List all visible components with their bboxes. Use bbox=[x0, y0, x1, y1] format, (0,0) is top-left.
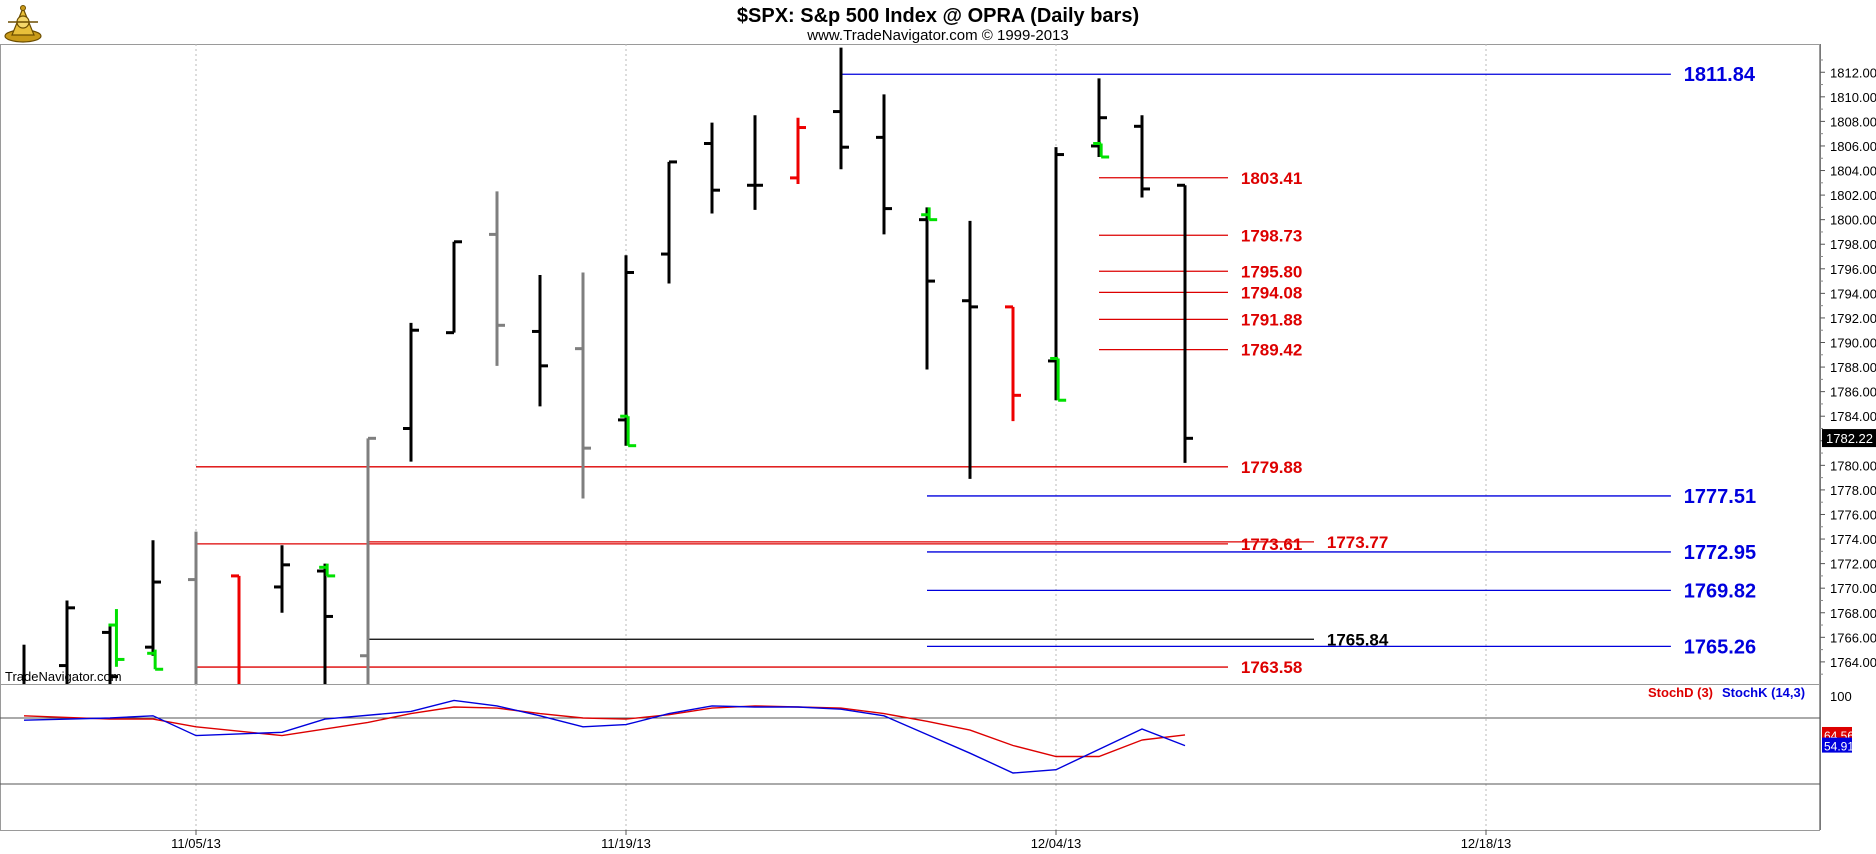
ohlc-bar bbox=[108, 609, 125, 667]
ohlc-bar bbox=[575, 272, 591, 499]
ohlc-bar bbox=[188, 531, 198, 684]
x-tick-label: 11/05/13 bbox=[171, 836, 221, 851]
y-tick-label: 1796.00 bbox=[1830, 262, 1876, 277]
oscillator-last-box bbox=[1822, 737, 1852, 753]
level-label: 1765.84 bbox=[1327, 630, 1389, 649]
level-label: 1811.84 bbox=[1684, 64, 1756, 86]
ohlc-bar bbox=[446, 240, 462, 335]
y-tick-label: 1770.00 bbox=[1830, 581, 1876, 596]
ohlc-bar bbox=[704, 122, 720, 214]
y-tick-label: 1786.00 bbox=[1830, 385, 1876, 400]
ohlc-bar bbox=[59, 600, 75, 684]
oscillator-last-value: 54.91 bbox=[1824, 740, 1854, 754]
chart-title: $SPX: S&p 500 Index @ OPRA (Daily bars) bbox=[737, 5, 1139, 27]
ohlc-bar bbox=[1050, 356, 1067, 402]
ohlc-bar bbox=[790, 117, 806, 185]
level-label: 1765.26 bbox=[1684, 636, 1756, 658]
ohlc-bar bbox=[1005, 305, 1021, 422]
ohlc-bar bbox=[747, 115, 763, 210]
x-tick-label: 12/04/13 bbox=[1031, 836, 1082, 851]
y-tick-label: 1776.00 bbox=[1830, 507, 1876, 522]
level-label: 1791.88 bbox=[1241, 310, 1302, 329]
ohlc-bar bbox=[921, 207, 938, 222]
ohlc-bar bbox=[618, 255, 634, 446]
ohlc-bar bbox=[532, 274, 548, 407]
level-label: 1789.42 bbox=[1241, 341, 1302, 360]
y-tick-label: 1792.00 bbox=[1830, 311, 1876, 326]
oscillator-line-stochk bbox=[23, 699, 1186, 774]
y-tick-label: 1812.00 bbox=[1830, 65, 1876, 80]
last-price-box bbox=[1822, 429, 1876, 448]
level-label: 1794.08 bbox=[1241, 283, 1302, 302]
watermark-text: TradeNavigator.com bbox=[5, 669, 122, 684]
level-label: 1779.88 bbox=[1241, 458, 1302, 477]
oscillator-y-tick-label: 100 bbox=[1830, 689, 1852, 704]
ohlc-bar bbox=[489, 191, 505, 366]
x-tick-label: 12/18/13 bbox=[1461, 836, 1512, 851]
y-tick-label: 1800.00 bbox=[1830, 213, 1876, 228]
chart-subtitle: www.TradeNavigator.com © 1999-2013 bbox=[806, 27, 1068, 44]
oscillator-pane-border bbox=[0, 684, 1820, 831]
ohlc-bar bbox=[360, 436, 376, 684]
ohlc-bar bbox=[1134, 115, 1150, 198]
ohlc-bar bbox=[833, 47, 849, 170]
ohlc-bar bbox=[1177, 183, 1193, 463]
y-tick-label: 1790.00 bbox=[1830, 336, 1876, 351]
y-tick-label: 1798.00 bbox=[1830, 237, 1876, 252]
legend-stochk: StochK (14,3) bbox=[1722, 685, 1805, 700]
y-tick-label: 1772.00 bbox=[1830, 557, 1876, 572]
ohlc-bars bbox=[22, 47, 1193, 684]
y-tick-label: 1768.00 bbox=[1830, 606, 1876, 621]
ohlc-bar bbox=[919, 207, 935, 370]
ohlc-bar bbox=[317, 563, 333, 684]
y-tick-label: 1784.00 bbox=[1830, 409, 1876, 424]
level-label: 1769.82 bbox=[1684, 580, 1756, 602]
y-tick-label: 1810.00 bbox=[1830, 90, 1876, 105]
level-label: 1772.95 bbox=[1684, 542, 1756, 564]
y-tick-label: 1780.00 bbox=[1830, 458, 1876, 473]
ohlc-bar bbox=[22, 644, 26, 684]
oscillator-line-stochd bbox=[23, 705, 1186, 758]
ohlc-bar bbox=[147, 649, 164, 671]
y-tick-label: 1808.00 bbox=[1830, 114, 1876, 129]
y-tick-label: 1766.00 bbox=[1830, 630, 1876, 645]
level-label: 1795.80 bbox=[1241, 262, 1302, 281]
ohlc-bar bbox=[102, 623, 118, 684]
y-tick-label: 1764.00 bbox=[1830, 655, 1876, 670]
y-tick-label: 1774.00 bbox=[1830, 532, 1876, 547]
y-tick-label: 1778.00 bbox=[1830, 483, 1876, 498]
ohlc-bar bbox=[274, 545, 290, 613]
ohlc-bar bbox=[231, 574, 241, 684]
level-label: 1763.58 bbox=[1241, 658, 1302, 677]
y-tick-label: 1804.00 bbox=[1830, 164, 1876, 179]
y-tick-label: 1802.00 bbox=[1830, 188, 1876, 203]
ohlc-bar bbox=[1093, 142, 1110, 159]
level-label: 1773.77 bbox=[1327, 533, 1388, 552]
ohlc-bar bbox=[620, 414, 637, 448]
level-label: 1777.51 bbox=[1684, 486, 1756, 508]
ohlc-bar bbox=[319, 563, 336, 578]
legend-stochd: StochD (3) bbox=[1648, 685, 1713, 700]
x-tick-label: 11/19/13 bbox=[601, 836, 651, 851]
level-label: 1803.41 bbox=[1241, 169, 1302, 188]
trade-navigator-logo-icon bbox=[4, 5, 42, 43]
ohlc-bar bbox=[876, 94, 892, 235]
level-label: 1773.61 bbox=[1241, 535, 1302, 554]
y-tick-label: 1794.00 bbox=[1830, 286, 1876, 301]
ohlc-bar bbox=[962, 220, 978, 479]
level-label: 1798.73 bbox=[1241, 226, 1302, 245]
last-price-label: 1782.22 bbox=[1826, 431, 1873, 446]
ohlc-bar bbox=[145, 540, 161, 656]
y-tick-label: 1788.00 bbox=[1830, 360, 1876, 375]
ohlc-bar bbox=[403, 322, 419, 462]
ohlc-bar bbox=[661, 160, 677, 284]
y-tick-label: 1806.00 bbox=[1830, 139, 1876, 154]
